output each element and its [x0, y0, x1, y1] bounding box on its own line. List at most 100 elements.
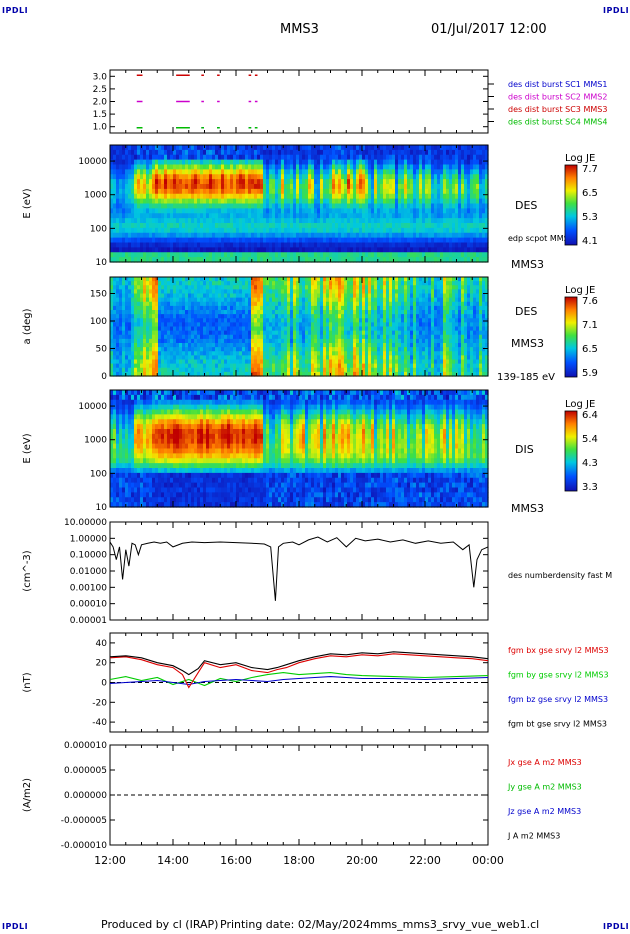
des-energy-cell — [476, 242, 480, 248]
des-energy-cell — [188, 247, 192, 253]
des-energy-cell — [161, 237, 165, 244]
des-energy-cell — [359, 179, 363, 185]
des-pitch-cell — [140, 297, 144, 303]
des-pitch-cell — [230, 343, 234, 348]
des-energy-cell — [320, 247, 324, 253]
des-energy-cell — [230, 145, 234, 151]
des-energy-cell — [230, 193, 234, 200]
des-pitch-cell — [323, 322, 327, 328]
des-energy-cell — [122, 164, 126, 170]
des-energy-cell — [377, 223, 381, 229]
des-energy-cell — [392, 213, 396, 219]
des-pitch-cell — [209, 293, 213, 299]
des-energy-cell — [452, 218, 456, 224]
des-pitch-cell — [164, 367, 168, 373]
des-energy-cell — [470, 242, 474, 248]
des-energy-cell — [389, 164, 393, 170]
des-pitch-cell — [137, 338, 141, 344]
des-energy-cell — [176, 164, 180, 170]
des-energy-cell — [410, 154, 414, 161]
des-energy-cell — [479, 227, 483, 234]
des-energy-cell — [269, 149, 273, 156]
des-energy-cell — [167, 213, 171, 219]
des-pitch-cell — [305, 318, 309, 323]
des-energy-cell — [344, 149, 348, 156]
des-energy-cell — [290, 145, 294, 151]
des-energy-cell — [167, 145, 171, 151]
des-energy-cell — [464, 174, 468, 180]
des-pitch-cell — [248, 318, 252, 323]
des-energy-cell — [122, 193, 126, 200]
des-pitch-cell — [125, 338, 129, 344]
des-energy-cell — [344, 198, 348, 205]
des-energy-cell — [416, 188, 420, 195]
des-pitch-cell — [329, 343, 333, 348]
des-energy-cell — [146, 242, 150, 248]
des-energy-cell — [365, 252, 369, 258]
des-pitch-cell — [122, 371, 126, 377]
des-energy-cell — [197, 149, 201, 156]
des-energy-cell — [446, 247, 450, 253]
des-pitch-cell — [173, 305, 177, 311]
des-pitch-cell — [308, 314, 312, 319]
des-energy-cell — [113, 154, 117, 161]
des-pitch-cell — [119, 371, 123, 377]
des-energy-cell — [296, 223, 300, 229]
des-energy-cell — [353, 223, 357, 229]
des-pitch-cell — [311, 347, 315, 352]
des-energy-cell — [266, 193, 270, 200]
des-energy-cell — [191, 164, 195, 170]
des-energy-cell — [152, 242, 156, 248]
des-pitch-cell — [110, 355, 114, 361]
des-energy-cell — [302, 223, 306, 229]
des-energy-cell — [371, 203, 375, 209]
des-pitch-cell — [224, 297, 228, 303]
des-energy-cell — [389, 242, 393, 248]
des-energy-cell — [296, 242, 300, 248]
des-energy-cell — [239, 188, 243, 195]
des-energy-cell — [233, 154, 237, 161]
des-pitch-cell — [155, 297, 159, 303]
des-energy-cell — [185, 237, 189, 244]
des-energy-cell — [410, 223, 414, 229]
des-energy-cell — [248, 169, 252, 175]
des-pitch-cell — [251, 367, 255, 373]
des-energy-cell — [407, 213, 411, 219]
des-energy-cell — [278, 198, 282, 205]
des-pitch-cell — [230, 322, 234, 328]
des-pitch-cell — [275, 293, 279, 299]
des-energy-cell — [143, 223, 147, 229]
des-pitch-cell — [329, 314, 333, 319]
des-energy-cell — [347, 159, 351, 166]
des-pitch-cell — [257, 338, 261, 344]
des-pitch-cell — [218, 343, 222, 348]
des-energy-cell — [257, 188, 261, 195]
des-energy-cell — [443, 213, 447, 219]
des-energy-cell — [464, 242, 468, 248]
des-energy-cell — [110, 184, 114, 190]
des-pitch-cell — [263, 301, 267, 307]
des-energy-cell — [206, 169, 210, 175]
des-energy-cell — [218, 193, 222, 200]
des-pitch-cell — [110, 301, 114, 307]
des-energy-cell — [116, 169, 120, 175]
des-energy-cell — [242, 213, 246, 219]
des-pitch-cell — [245, 318, 249, 323]
des-pitch-cell — [206, 322, 210, 328]
des-energy-cell — [392, 232, 396, 239]
des-energy-cell — [206, 213, 210, 219]
des-energy-cell — [278, 188, 282, 195]
des-pitch-cell — [116, 363, 120, 369]
des-pitch-cell — [194, 343, 198, 348]
des-energy-cell — [365, 164, 369, 170]
des-pitch-cell — [164, 293, 168, 299]
des-pitch-cell — [272, 322, 276, 328]
des-pitch-cell — [296, 334, 300, 340]
des-energy-cell — [185, 159, 189, 166]
des-energy-cell — [473, 237, 477, 244]
des-energy-cell — [188, 213, 192, 219]
des-energy-cell — [446, 252, 450, 258]
des-energy-cell — [335, 252, 339, 258]
des-energy-cell — [218, 227, 222, 234]
des-energy-cell — [149, 237, 153, 244]
